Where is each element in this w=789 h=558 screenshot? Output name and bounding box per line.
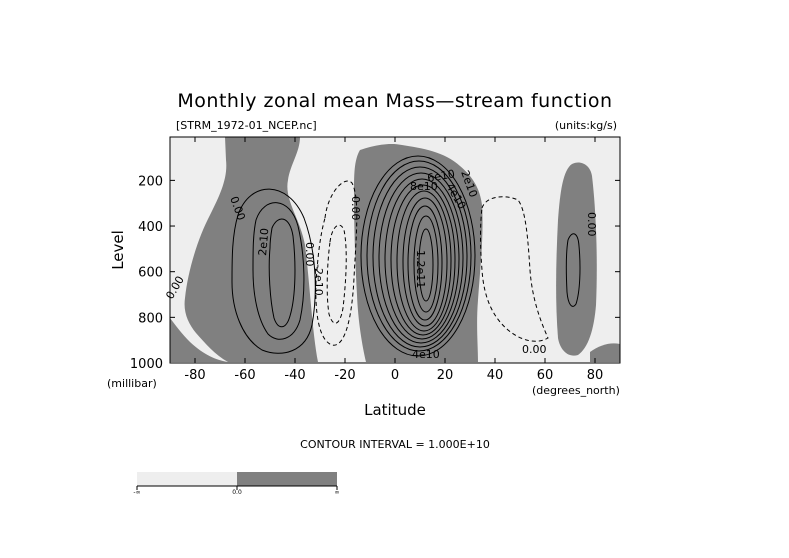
x-tick-label: -40	[284, 368, 305, 383]
x-tick-label: -60	[234, 368, 255, 383]
colorbar-label-left: -∞	[133, 489, 140, 496]
contour-label: 0.00	[303, 242, 316, 267]
x-tick-label: 40	[487, 368, 504, 383]
x-tick-label: 20	[437, 368, 454, 383]
colorbar-negative-swatch	[137, 472, 237, 486]
contour-label: 1.2e11	[414, 250, 427, 288]
units-label: (units:kg/s)	[555, 119, 617, 132]
x-tick-label: 0	[391, 368, 399, 383]
contour-label: 0.00	[585, 212, 598, 237]
y-tick-label: 200	[138, 174, 163, 189]
y-tick-label: 400	[138, 220, 163, 235]
y-tick-label: 800	[138, 311, 163, 326]
plot-area: 0.00 2e10 0.00 -2e10 0.00 8e10 6e10 4e10…	[163, 137, 620, 363]
contour-label: 4e10	[412, 348, 440, 361]
contour-interval-text: CONTOUR INTERVAL = 1.000E+10	[300, 438, 490, 451]
y-tick-label: 1000	[130, 357, 163, 372]
contour-label: -2e10	[312, 264, 325, 296]
colorbar-label-right: ∞	[335, 489, 340, 496]
y-axis-label: Level	[109, 230, 127, 270]
colorbar: -∞ 0.0 ∞	[133, 472, 339, 496]
x-unit-label: (degrees_north)	[532, 384, 620, 397]
x-tick-label: 60	[537, 368, 554, 383]
colorbar-label-mid: 0.0	[232, 489, 242, 496]
x-tick-label: -20	[334, 368, 355, 383]
positive-region-north-polar	[556, 163, 597, 356]
y-unit-label: (millibar)	[107, 377, 157, 390]
contour-label: 2e10	[256, 227, 271, 256]
contour-label: 0.00	[349, 196, 362, 221]
x-tick-label: -80	[184, 368, 205, 383]
contour-label: 0.00	[522, 343, 547, 356]
y-tick-label: 600	[138, 266, 163, 281]
x-tick-label: 80	[587, 368, 604, 383]
x-axis-label: Latitude	[364, 401, 426, 419]
colorbar-positive-swatch	[237, 472, 337, 486]
chart-title: Monthly zonal mean Mass—stream function	[177, 90, 612, 112]
file-label: [STRM_1972-01_NCEP.nc]	[176, 119, 317, 132]
